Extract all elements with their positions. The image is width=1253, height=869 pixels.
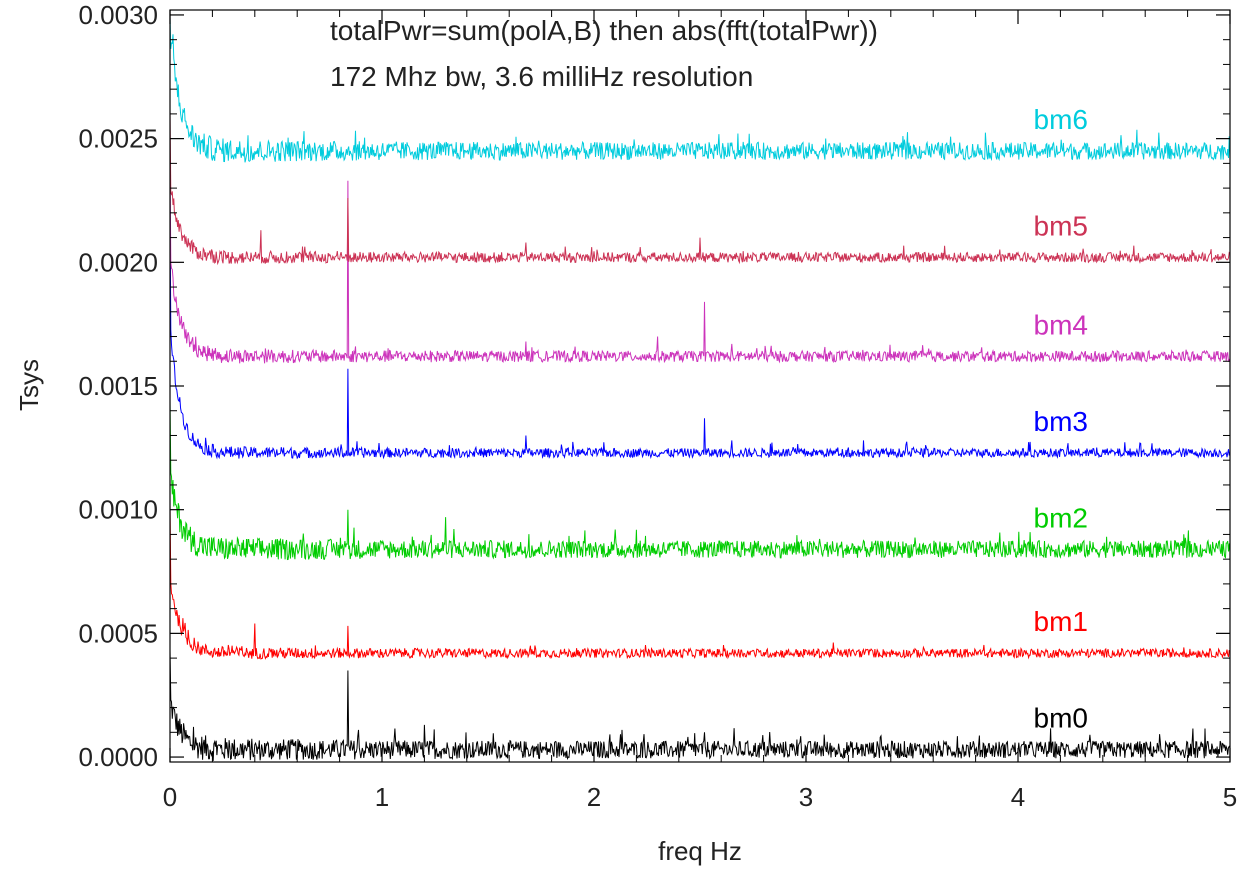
series-label-bm3: bm3 bbox=[1034, 406, 1088, 437]
x-axis-label: freq Hz bbox=[658, 836, 742, 866]
series-line-bm5 bbox=[169, 108, 1231, 266]
series-line-bm2 bbox=[169, 400, 1231, 561]
label-layer: bm0 bm1 bm2 bm3 bm4 bm5 bm6 bbox=[1034, 104, 1088, 734]
x-tick-label: 4 bbox=[1011, 782, 1025, 812]
series-label-bm6: bm6 bbox=[1034, 104, 1088, 135]
series-line-bm1 bbox=[169, 504, 1231, 660]
series-line-bm3 bbox=[169, 205, 1231, 460]
series-line-bm4 bbox=[169, 158, 1231, 364]
y-tick-label: 0.0020 bbox=[78, 247, 158, 277]
series-line-bm6 bbox=[169, 17, 1231, 163]
series-label-bm4: bm4 bbox=[1034, 309, 1088, 340]
x-tick-label: 3 bbox=[799, 782, 813, 812]
y-tick-label: 0.0025 bbox=[78, 124, 158, 154]
y-tick-label: 0.0000 bbox=[78, 742, 158, 772]
x-tick-label: 5 bbox=[1223, 782, 1237, 812]
chart-title-line-2: 172 Mhz bw, 3.6 milliHz resolution bbox=[330, 61, 753, 92]
series-label-bm0: bm0 bbox=[1034, 703, 1088, 734]
tick-layer: 0 1 2 3 4 5 0.0000 0.0005 0.0010 0.0015 0.0020 0.00… bbox=[78, 0, 1237, 812]
y-tick-label: 0.0005 bbox=[78, 618, 158, 648]
series-line-bm0 bbox=[169, 650, 1231, 761]
series-layer bbox=[169, 17, 1231, 761]
y-tick-label: 0.0010 bbox=[78, 495, 158, 525]
x-tick-label: 2 bbox=[587, 782, 601, 812]
series-label-bm1: bm1 bbox=[1034, 606, 1088, 637]
series-label-bm2: bm2 bbox=[1034, 502, 1088, 533]
y-tick-label: 0.0030 bbox=[78, 0, 158, 30]
series-label-bm5: bm5 bbox=[1034, 210, 1088, 241]
chart-title-line-1: totalPwr=sum(polA,B) then abs(fft(totalP… bbox=[330, 15, 878, 46]
y-tick-label: 0.0015 bbox=[78, 371, 158, 401]
x-tick-label: 1 bbox=[375, 782, 389, 812]
y-axis-label: Tsys bbox=[14, 359, 44, 411]
x-tick-label: 0 bbox=[163, 782, 177, 812]
